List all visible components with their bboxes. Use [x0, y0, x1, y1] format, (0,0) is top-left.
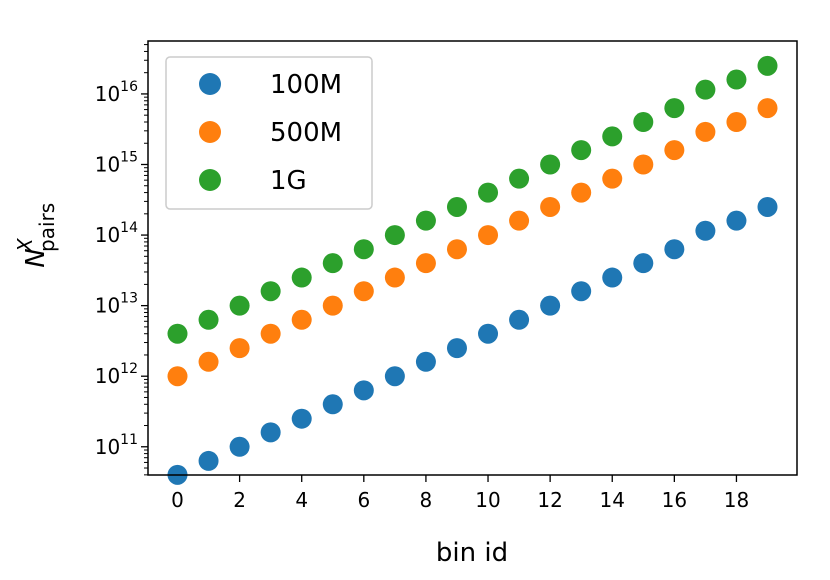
data-point — [540, 196, 561, 217]
x-tick-label: 10 — [475, 488, 500, 512]
legend-marker — [199, 121, 221, 143]
data-point — [540, 154, 561, 175]
data-point — [260, 422, 281, 443]
data-point — [540, 295, 561, 316]
data-point — [602, 126, 623, 147]
y-tick-label: 1013 — [95, 291, 138, 318]
legend-label: 500M — [270, 118, 342, 148]
x-axis-title: bin id — [436, 538, 508, 568]
data-point — [229, 436, 250, 457]
data-point — [415, 253, 436, 274]
data-point — [229, 338, 250, 359]
data-point — [571, 182, 592, 203]
y-tick-label: 1011 — [95, 432, 138, 459]
data-point — [229, 295, 250, 316]
data-point — [726, 112, 747, 133]
data-point — [167, 323, 188, 344]
data-points — [167, 55, 778, 485]
data-point — [757, 98, 778, 119]
data-point — [633, 112, 654, 133]
data-point — [446, 239, 467, 260]
data-point — [198, 450, 219, 471]
y-tick-label: 1012 — [95, 361, 138, 388]
x-tick-label: 16 — [662, 488, 687, 512]
x-tick-label: 12 — [537, 488, 562, 512]
x-tick-label: 2 — [233, 488, 246, 512]
data-point — [446, 338, 467, 359]
x-tick-label: 8 — [420, 488, 433, 512]
data-point — [571, 281, 592, 302]
data-point — [353, 281, 374, 302]
data-point — [757, 196, 778, 217]
data-point — [291, 408, 312, 429]
y-tick-labels: 1011 1012 1013 1014 1015 1016 — [95, 79, 138, 459]
data-point — [167, 366, 188, 387]
data-point — [633, 154, 654, 175]
data-point — [260, 281, 281, 302]
svg-text:X: X — [13, 237, 37, 253]
data-point — [322, 253, 343, 274]
data-point — [198, 351, 219, 372]
data-point — [509, 168, 530, 189]
y-axis-title: N X pairs — [13, 203, 59, 268]
data-point — [322, 295, 343, 316]
data-point — [726, 69, 747, 90]
data-point — [384, 366, 405, 387]
data-point — [509, 210, 530, 231]
y-tick-label: 1016 — [95, 79, 138, 106]
data-point — [291, 267, 312, 288]
x-tick-labels: 0 2 4 6 8 10 12 14 16 18 — [171, 488, 749, 512]
x-tick-label: 4 — [295, 488, 308, 512]
data-point — [602, 267, 623, 288]
data-point — [384, 225, 405, 246]
data-point — [509, 309, 530, 330]
x-tick-label: 14 — [600, 488, 625, 512]
data-point — [602, 168, 623, 189]
data-point — [664, 140, 685, 161]
legend-marker — [199, 169, 221, 191]
data-point — [664, 239, 685, 260]
legend-label: 1G — [270, 166, 307, 196]
data-point — [353, 380, 374, 401]
y-tick-label: 1015 — [95, 149, 138, 176]
data-point — [726, 210, 747, 231]
legend-frame — [165, 56, 373, 210]
legend: 100M 500M 1G — [165, 56, 373, 210]
data-point — [695, 121, 716, 142]
x-tick-label: 18 — [724, 488, 749, 512]
data-point — [478, 323, 499, 344]
data-point — [384, 267, 405, 288]
y-tick-label: 1014 — [95, 220, 138, 247]
x-tick-label: 6 — [357, 488, 370, 512]
data-point — [695, 220, 716, 241]
data-point — [695, 79, 716, 100]
data-point — [478, 225, 499, 246]
data-point — [415, 210, 436, 231]
data-point — [353, 239, 374, 260]
data-point — [446, 196, 467, 217]
plot-frame — [147, 40, 798, 476]
data-point — [198, 309, 219, 330]
data-point — [322, 394, 343, 415]
data-point — [757, 55, 778, 76]
data-point — [571, 140, 592, 161]
svg-text:pairs: pairs — [35, 203, 59, 252]
data-point — [260, 323, 281, 344]
legend-marker — [199, 73, 221, 95]
svg-text:N: N — [21, 248, 51, 267]
data-point — [478, 182, 499, 203]
series-500M — [167, 98, 778, 387]
data-point — [633, 253, 654, 274]
data-point — [415, 351, 436, 372]
data-point — [291, 309, 312, 330]
series-1G — [167, 55, 778, 344]
legend-label: 100M — [270, 70, 342, 100]
x-tick-label: 0 — [171, 488, 184, 512]
series-100M — [167, 196, 778, 485]
data-point — [664, 98, 685, 119]
